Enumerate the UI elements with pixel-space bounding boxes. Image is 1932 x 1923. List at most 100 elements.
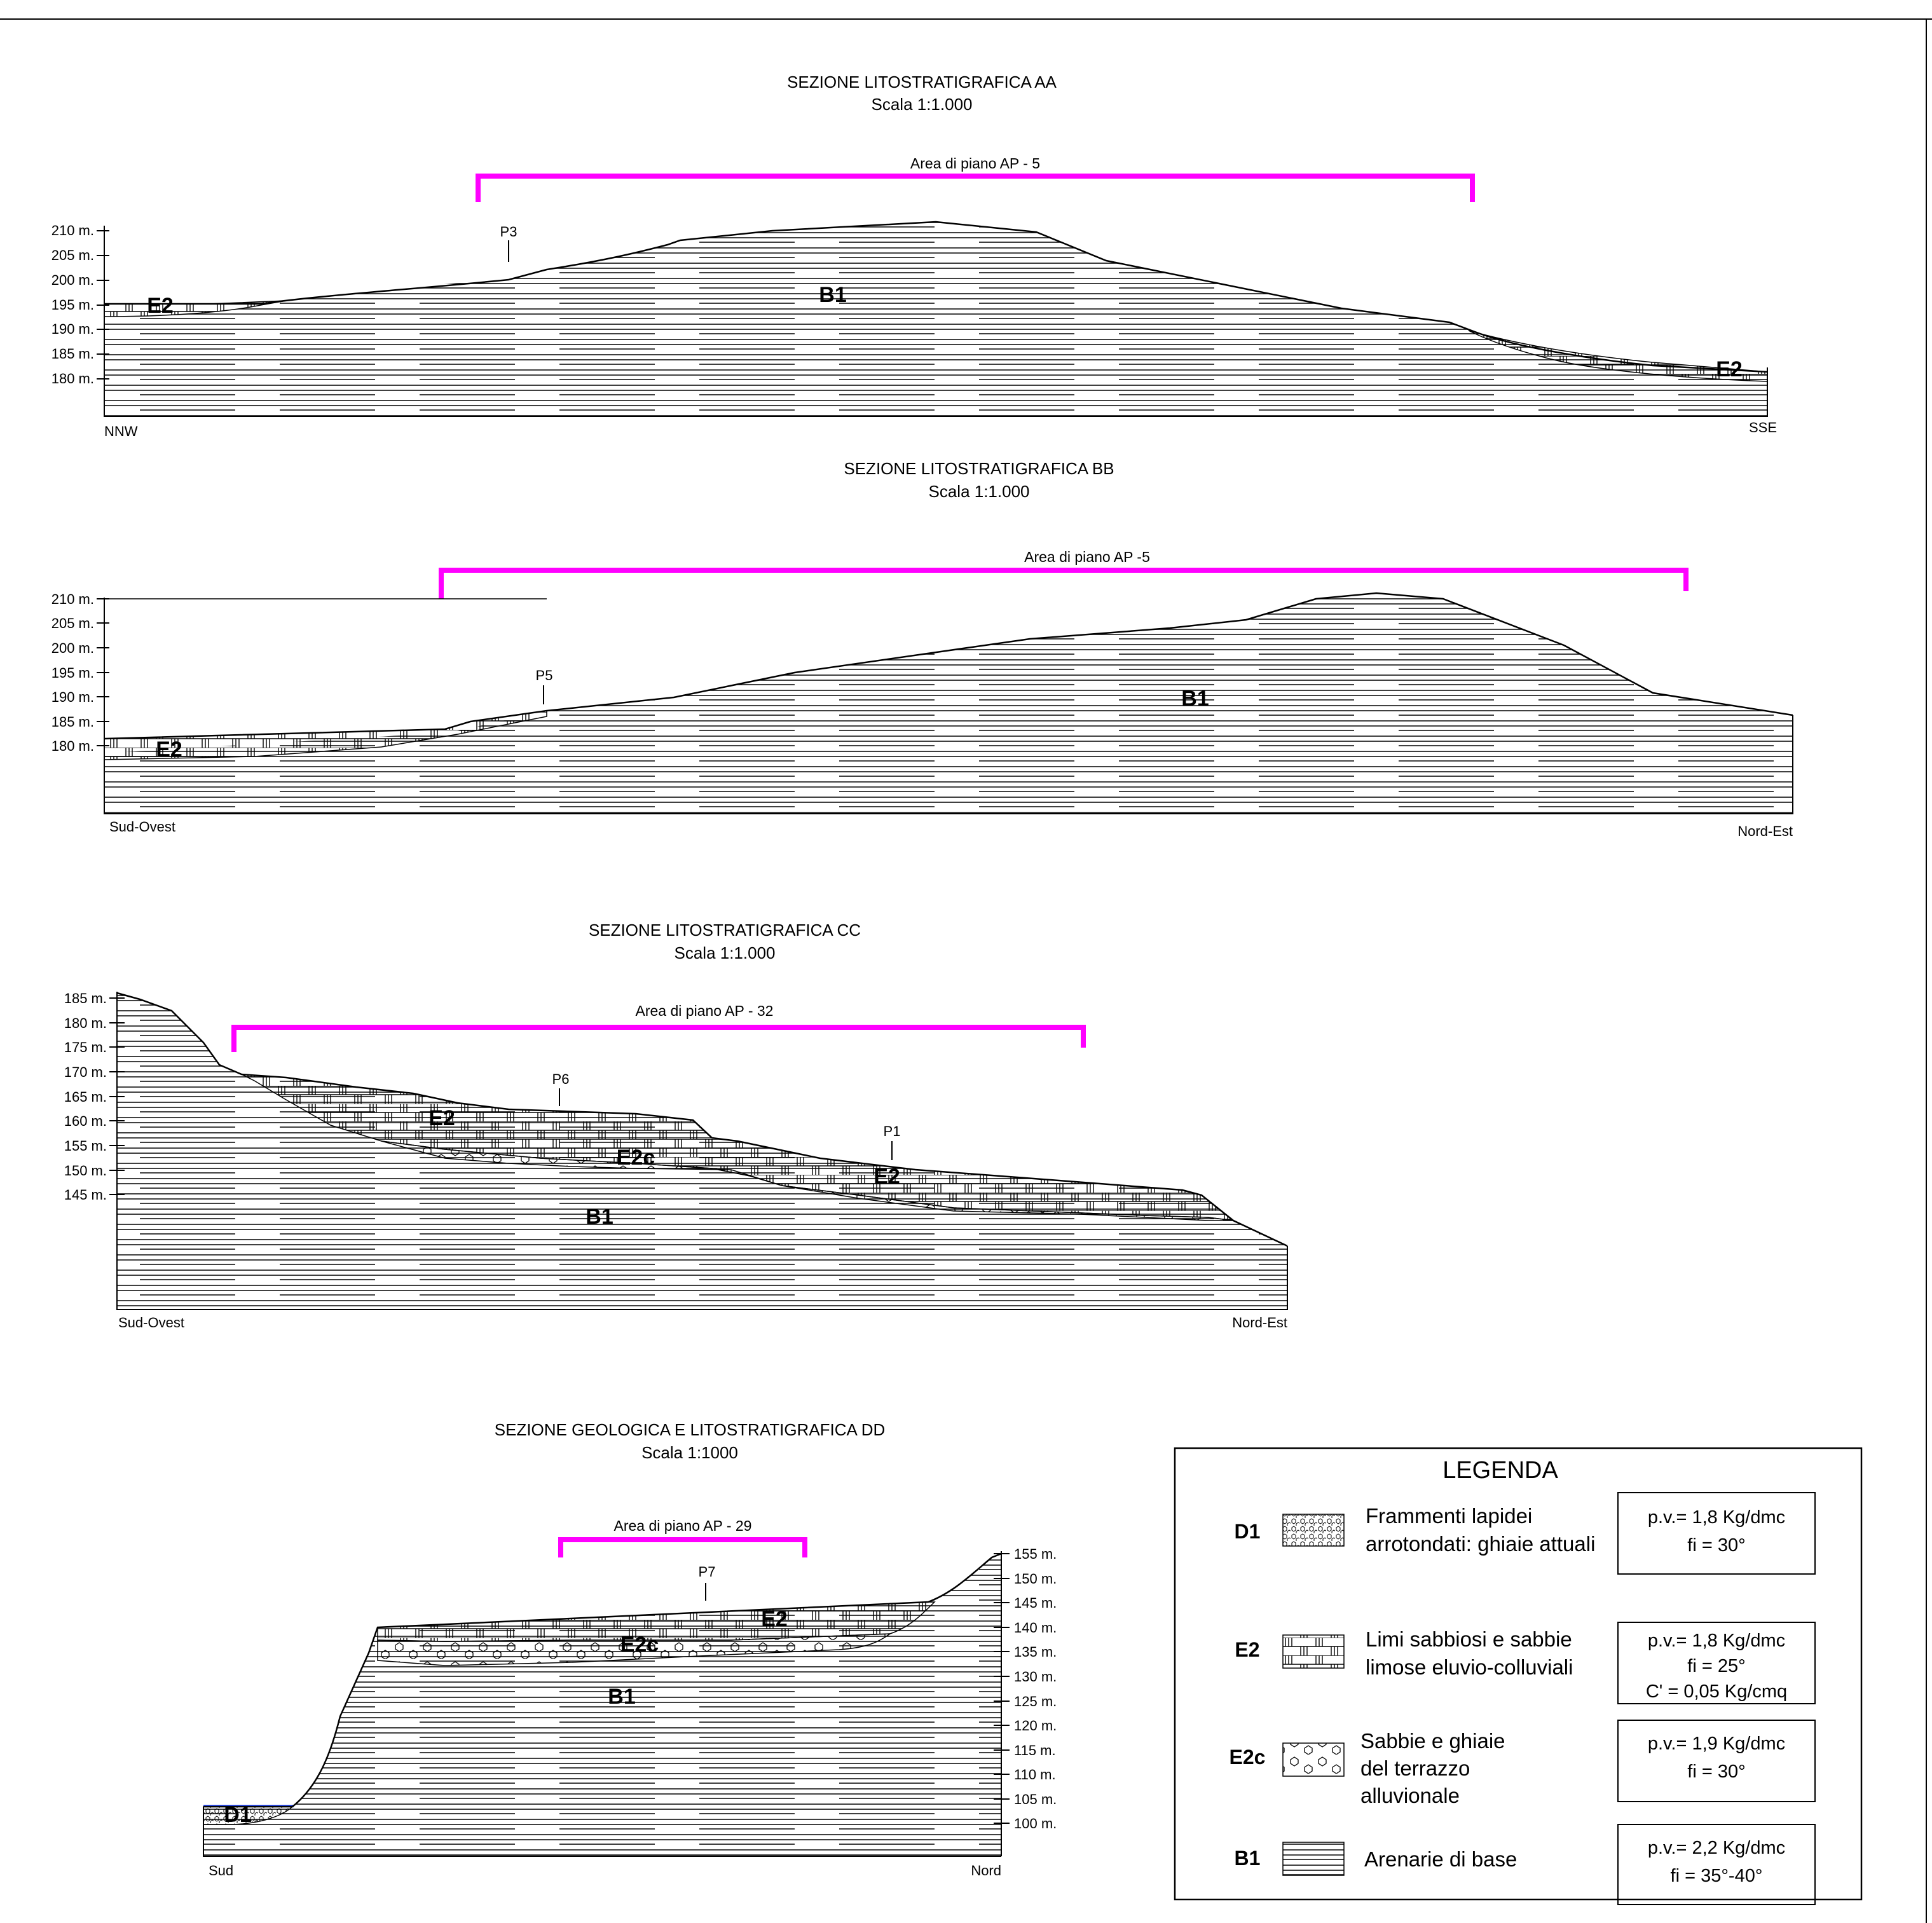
legend-desc: Frammenti lapidei [1366, 1504, 1532, 1528]
axis-label: 210 m. [51, 591, 94, 607]
section-cc-axis: 185 m. 180 m. 175 m. 170 m. 165 m. 160 m… [64, 990, 125, 1310]
section-cc-scale: Scala 1:1.000 [674, 943, 775, 962]
section-bb-area-label: Area di piano AP -5 [1024, 549, 1150, 565]
legend-desc: Sabbie e ghiaie [1360, 1729, 1505, 1753]
axis-label: 205 m. [51, 247, 94, 263]
legend-code: E2 [1235, 1638, 1259, 1661]
unit-label-b1: B1 [586, 1205, 613, 1229]
legend-swatch-d1 [1282, 1514, 1345, 1547]
well-p7: P7 [699, 1564, 716, 1580]
well-p6: P6 [552, 1071, 570, 1087]
section-bb: SEZIONE LITOSTRATIGRAFICA BB Scala 1:1.0… [51, 459, 1793, 839]
section-dd-area-bracket: Area di piano AP - 29 [558, 1517, 807, 1557]
section-aa-area-bracket: Area di piano AP - 5 [476, 155, 1475, 202]
axis-label: 130 m. [1014, 1669, 1057, 1685]
legend-desc: arrotondati: ghiaie attuali [1366, 1532, 1595, 1556]
section-dd-area-label: Area di piano AP - 29 [614, 1517, 752, 1534]
axis-label: 195 m. [51, 665, 94, 681]
axis-label: 165 m. [64, 1089, 107, 1105]
axis-label: 120 m. [1014, 1718, 1057, 1734]
legend-code: E2c [1230, 1746, 1266, 1769]
axis-label: 190 m. [51, 689, 94, 705]
section-bb-axis: 210 m. 205 m. 200 m. 195 m. 190 m. 185 m… [51, 591, 547, 754]
unit-label-e2c: E2c [617, 1146, 655, 1170]
legend-desc: limose eluvio-colluviali [1366, 1655, 1573, 1679]
legend-item-d1: D1 Frammenti lapidei arrotondati: ghiaie… [1235, 1492, 1816, 1575]
section-dd-title: SEZIONE GEOLOGICA E LITOSTRATIGRAFICA DD [495, 1420, 886, 1439]
axis-label: 185 m. [51, 714, 94, 730]
legend-prop: p.v.= 2,2 Kg/dmc [1648, 1838, 1785, 1858]
direction-left: Sud-Ovest [109, 819, 175, 835]
axis-label: 100 m. [1014, 1816, 1057, 1831]
section-dd-axis: 155 m. 150 m. 145 m. 140 m. 135 m. 130 m… [994, 1546, 1057, 1856]
legend-prop: p.v.= 1,9 Kg/dmc [1648, 1734, 1785, 1754]
legend-prop: fi = 30° [1687, 1762, 1745, 1782]
unit-label-e2: E2 [761, 1607, 788, 1631]
section-cc-area-label: Area di piano AP - 32 [636, 1003, 774, 1019]
axis-label: 205 m. [51, 615, 94, 631]
legend: LEGENDA D1 Frammenti lapidei arrotondati… [1174, 1447, 1863, 1905]
direction-left: Sud [209, 1863, 233, 1879]
axis-label: 145 m. [1014, 1595, 1057, 1611]
unit-label-e2: E2 [874, 1165, 900, 1189]
axis-label: 155 m. [1014, 1546, 1057, 1562]
unit-label-e2: E2 [156, 737, 182, 762]
section-aa-axis: 210 m. 205 m. 200 m. 195 m. 190 m. 185 m… [51, 222, 109, 387]
axis-label: 150 m. [1014, 1571, 1057, 1587]
axis-label: 140 m. [1014, 1620, 1057, 1636]
section-bb-title: SEZIONE LITOSTRATIGRAFICA BB [844, 459, 1114, 478]
section-aa-title: SEZIONE LITOSTRATIGRAFICA AA [787, 72, 1057, 92]
direction-right: Nord [971, 1863, 1001, 1879]
unit-label-d1: D1 [224, 1803, 251, 1827]
axis-label: 170 m. [64, 1064, 107, 1080]
legend-prop: fi = 25° [1687, 1656, 1745, 1676]
axis-label: 125 m. [1014, 1694, 1057, 1709]
direction-right: Nord-Est [1737, 823, 1793, 839]
well-p3: P3 [500, 224, 517, 240]
section-aa-area-label: Area di piano AP - 5 [910, 155, 1040, 172]
well-p5: P5 [536, 667, 553, 683]
legend-desc: Limi sabbiosi e sabbie [1366, 1627, 1572, 1651]
legend-swatch-e2 [1282, 1634, 1345, 1669]
section-cc-title: SEZIONE LITOSTRATIGRAFICA CC [589, 920, 861, 940]
direction-left: NNW [104, 423, 138, 439]
axis-label: 200 m. [51, 272, 94, 288]
axis-label: 180 m. [51, 738, 94, 754]
legend-title: LEGENDA [1442, 1457, 1558, 1484]
axis-label: 210 m. [51, 222, 94, 238]
section-bb-profile: P5 E2 B1 Sud-Ovest Nord-Est [104, 592, 1793, 839]
axis-label: 180 m. [51, 371, 94, 387]
section-aa-profile: P3 E2 B1 E2 NNW SSE [104, 221, 1777, 439]
legend-desc: Arenarie di base [1364, 1847, 1517, 1871]
unit-label-e2c: E2c [620, 1632, 659, 1657]
section-cc: SEZIONE LITOSTRATIGRAFICA CC Scala 1:1.0… [64, 920, 1288, 1331]
section-aa: SEZIONE LITOSTRATIGRAFICA AA Scala 1:1.0… [51, 72, 1777, 439]
axis-label: 145 m. [64, 1187, 107, 1203]
legend-prop: fi = 35°-40° [1671, 1866, 1763, 1886]
axis-label: 110 m. [1014, 1767, 1056, 1783]
well-p1: P1 [884, 1123, 901, 1139]
section-dd-profile: P7 E2 E2c B1 D1 Sud Nord [203, 1552, 1002, 1879]
legend-prop: p.v.= 1,8 Kg/dmc [1648, 1507, 1785, 1528]
axis-label: 155 m. [64, 1138, 107, 1154]
axis-label: 190 m. [51, 321, 94, 337]
direction-right: Nord-Est [1232, 1315, 1287, 1331]
direction-left: Sud-Ovest [118, 1315, 184, 1331]
unit-label-b1: B1 [1181, 687, 1209, 711]
axis-label: 135 m. [1014, 1644, 1057, 1660]
legend-prop: p.v.= 1,8 Kg/dmc [1648, 1631, 1785, 1651]
legend-swatch-e2c [1282, 1742, 1345, 1777]
section-bb-area-bracket: Area di piano AP -5 [439, 549, 1689, 599]
axis-label: 150 m. [64, 1163, 107, 1179]
legend-code: B1 [1235, 1847, 1261, 1870]
axis-label: 105 m. [1014, 1791, 1057, 1807]
unit-label-e2: E2 [428, 1106, 455, 1130]
unit-label-b1: B1 [819, 283, 846, 307]
axis-label: 175 m. [64, 1039, 107, 1055]
section-aa-scale: Scala 1:1.000 [871, 95, 972, 114]
axis-label: 180 m. [64, 1015, 107, 1031]
axis-label: 195 m. [51, 297, 94, 313]
section-bb-scale: Scala 1:1.000 [928, 482, 1029, 501]
legend-prop: C' = 0,05 Kg/cmq [1646, 1681, 1787, 1702]
